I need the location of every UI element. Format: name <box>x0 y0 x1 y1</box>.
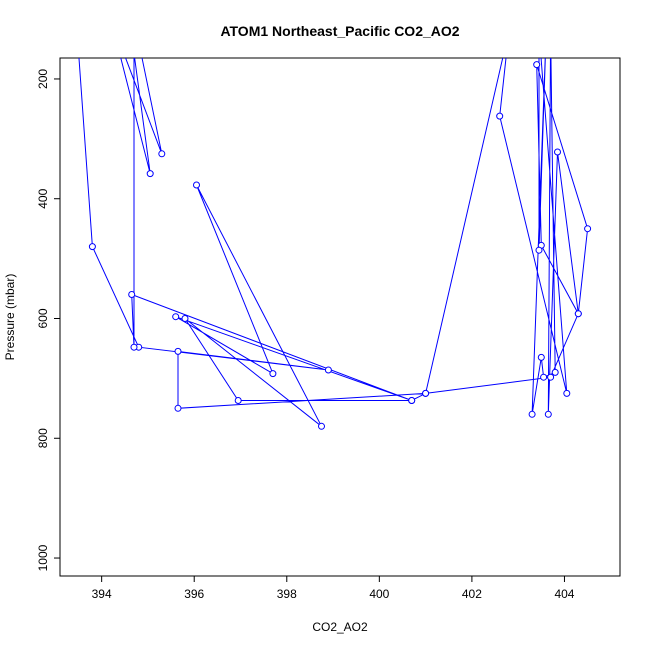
data-point <box>544 410 552 418</box>
data-point <box>535 246 543 254</box>
y-tick-label: 800 <box>36 428 50 448</box>
data-point <box>540 373 548 381</box>
data-point <box>496 112 504 120</box>
data-point <box>422 389 430 397</box>
data-point <box>130 343 138 351</box>
data-point <box>146 170 154 178</box>
data-point <box>126 16 132 22</box>
data-point <box>174 404 182 412</box>
data-point <box>318 422 325 430</box>
data-point <box>181 315 189 322</box>
y-axis-label: Pressure (mbar) <box>3 274 17 361</box>
y-tick-label: 200 <box>36 69 50 89</box>
data-point <box>108 16 114 22</box>
data-point <box>543 34 549 40</box>
data-point <box>537 353 545 361</box>
plot-frame <box>59 57 621 577</box>
x-axis-label: CO2_AO2 <box>312 620 368 634</box>
data-point <box>584 225 592 233</box>
data-point <box>506 28 512 34</box>
data-point <box>158 150 166 158</box>
chart-title: ATOM1 Northeast_Pacific CO2_AO2 <box>220 23 459 39</box>
x-tick-label: 402 <box>462 587 482 601</box>
data-point <box>547 373 555 381</box>
y-tick-label: 400 <box>36 188 50 208</box>
data-point <box>324 366 332 374</box>
data-point <box>533 61 541 69</box>
data-point <box>554 148 561 156</box>
y-tick-label: 1000 <box>36 544 50 571</box>
x-tick-label: 404 <box>554 587 574 601</box>
x-tick-label: 400 <box>369 587 389 601</box>
y-tick-label: 600 <box>36 308 50 328</box>
data-point <box>528 410 536 418</box>
data-point <box>536 28 542 34</box>
data-point <box>193 181 200 189</box>
data-point <box>128 291 136 298</box>
data-point <box>408 397 416 404</box>
series-line <box>78 58 589 427</box>
series-layer <box>73 16 592 430</box>
data-point <box>574 310 582 318</box>
data-point <box>269 370 277 378</box>
x-axis: 394 396 398 400 402 404 <box>92 576 575 601</box>
data-point <box>563 389 571 397</box>
x-tick-label: 398 <box>277 587 297 601</box>
x-tick-label: 394 <box>92 587 112 601</box>
data-point <box>548 28 554 34</box>
data-point <box>73 16 79 22</box>
data-point <box>234 397 242 404</box>
data-point <box>131 16 137 22</box>
data-point <box>551 368 559 376</box>
x-tick-label: 396 <box>184 587 204 601</box>
y-axis: 200 400 600 800 1000 <box>36 69 60 571</box>
data-point <box>174 347 182 355</box>
data-point <box>88 243 96 251</box>
data-point <box>172 313 180 321</box>
